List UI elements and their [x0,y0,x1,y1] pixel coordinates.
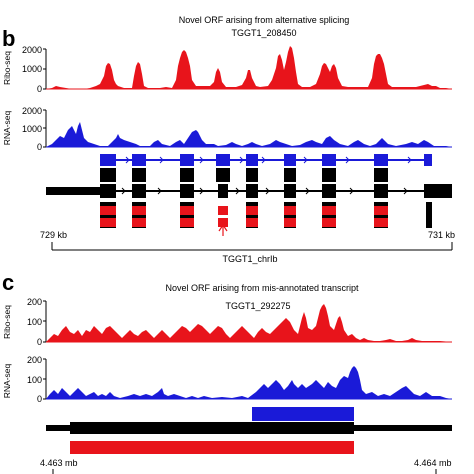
panel-b-ribo-tick-mid: 1000 [22,64,42,74]
panel-c-ribo-track: Ribo-seq 200 100 0 [2,297,452,347]
panel-b-red-arrow-marker [218,223,228,236]
panel-c-gene-model [46,407,452,454]
panel-b-rna-ylabel: RNA-seq [2,110,12,145]
panel-c-coordinate-axis: 4.463 mb 4.464 mb [40,458,452,474]
panel-b-ribo-tick-top: 2000 [22,45,42,55]
panel-b-letter: b [2,26,15,51]
panel-c-rna-ylabel: RNA-seq [2,363,12,398]
panel-c-rna-tick-zero: 0 [37,394,42,404]
panel-c-blue-orf [252,407,354,421]
panel-c-rna-tick-top: 200 [27,355,42,365]
panel-b-rna-track: RNA-seq 2000 1000 0 [2,106,452,152]
panel-c-ribo-tick-top: 200 [27,297,42,307]
panel-c-gene-name: TGGT1_292275 [225,301,290,311]
panel-b-black-exons [100,184,452,198]
panel-b-rna-coverage [46,122,452,147]
panel-c-red-orf [70,441,354,454]
panel-b-coord-left: 729 kb [40,230,67,240]
panel-c-rna-track: RNA-seq 200 100 0 [2,355,452,404]
panel-b-title: Novel ORF arising from alternative splic… [179,15,350,25]
panel-b-rna-tick-zero: 0 [37,142,42,152]
panel-c-rna-tick-mid: 100 [27,375,42,385]
panel-b-gene-model [46,154,452,236]
panel-b-coord-right: 731 kb [428,230,455,240]
panel-c-coord-left: 4.463 mb [40,458,78,468]
panel-b-red-orf-blocks [100,206,388,227]
panel-b-ribo-tick-zero: 0 [37,84,42,94]
panel-b-blue-exons [100,154,432,166]
panel-c-ribo-tick-mid: 100 [27,317,42,327]
panel-b-ribo-track: Ribo-seq 2000 1000 0 [2,45,452,94]
panel-c-letter: c [2,270,14,295]
panel-b-coordinate-axis: 729 kb 731 kb TGGT1_chrIb [40,230,455,264]
panel-b-ribo-coverage [46,46,452,89]
panel-b-gene-name: TGGT1_208450 [231,28,296,38]
panel-c-ribo-ylabel: Ribo-seq [2,305,12,339]
panel-c-title: Novel ORF arising from mis-annotated tra… [165,283,359,293]
panel-b-ribo-ylabel: Ribo-seq [2,51,12,85]
panel-c-black-transcript [70,422,354,434]
panel-b-black-orf-upper [100,168,388,182]
panel-c-rna-coverage [46,366,452,399]
panel-c-ribo-tick-zero: 0 [37,337,42,347]
panel-c-coord-right: 4.464 mb [414,458,452,468]
panel-b-chrom-label: TGGT1_chrIb [222,254,277,264]
panel-c-ribo-coverage [46,304,452,342]
panel-b-rna-tick-top: 2000 [22,106,42,116]
panel-b-rna-tick-mid: 1000 [22,124,42,134]
